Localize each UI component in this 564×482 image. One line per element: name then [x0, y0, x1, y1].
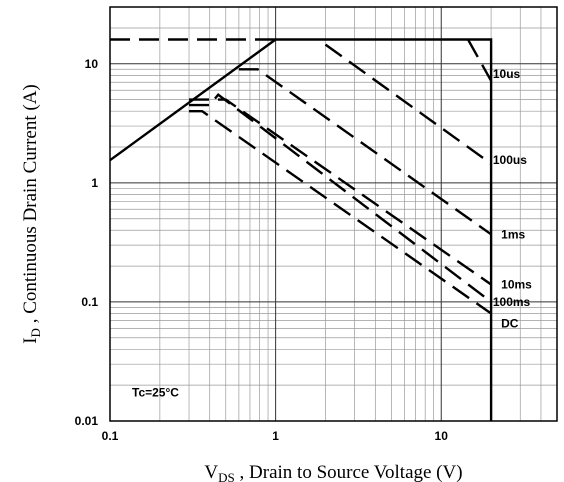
curve-label: 100us [493, 153, 527, 167]
y-tick-label: 10 [85, 57, 99, 71]
series-layer [109, 38, 493, 421]
y-tick-label: 1 [91, 176, 98, 190]
x-axis-title-main: V [204, 462, 218, 482]
x-axis-title: VDS , Drain to Source Voltage (V) [204, 462, 462, 482]
y-axis-title: ID , Continuous Drain Current (A) [20, 84, 43, 344]
curve-label: 1ms [501, 227, 525, 241]
curve-label: DC [501, 316, 519, 330]
plot-frame [109, 6, 558, 422]
temperature-annotation: Tc=25°C [132, 386, 179, 400]
minor-gridlines [110, 6, 558, 421]
curve-label: 100ms [493, 295, 531, 309]
curve-label: 10us [493, 67, 521, 81]
soa-pulse-line-3 [324, 43, 492, 165]
curve-labels: 10us 100us 1ms 10ms 100ms DC [493, 67, 532, 330]
x-tick-label: 1 [272, 429, 279, 443]
soa-pulse-line-2 [466, 38, 493, 82]
x-axis-title-rest: , Drain to Source Voltage (V) [235, 462, 463, 482]
soa-pulse-line-7 [189, 109, 492, 315]
y-axis-title-main: I [20, 337, 41, 343]
soa-pulse-line-6 [189, 93, 492, 303]
y-tick-label: 0.01 [75, 414, 99, 428]
y-axis-title-rest: , Continuous Drain Current (A) [20, 84, 41, 328]
x-tick-label: 0.1 [102, 429, 119, 443]
x-tick-label: 10 [435, 429, 449, 443]
x-axis-title-subscript: DS [218, 470, 235, 482]
y-axis-title-subscript: D [28, 328, 43, 337]
y-tick-label: 0.1 [81, 295, 98, 309]
soa-pulse-line-4 [238, 68, 492, 236]
curve-label: 10ms [501, 278, 532, 292]
